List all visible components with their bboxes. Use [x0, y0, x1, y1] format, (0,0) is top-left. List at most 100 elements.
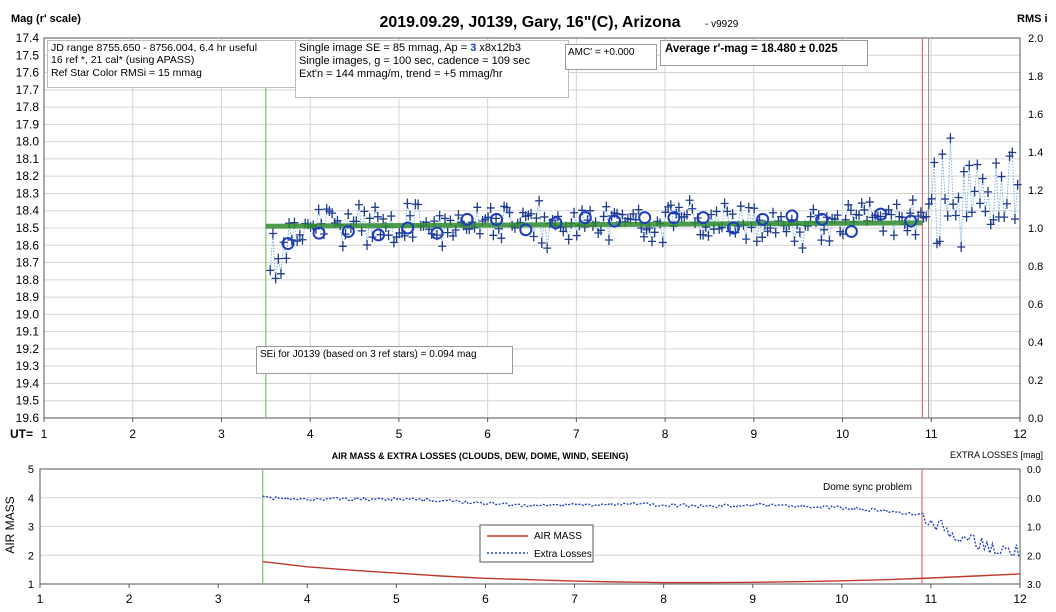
- single-image-point: [365, 213, 374, 224]
- bottom-x-tick-label: 9: [749, 592, 756, 606]
- single-image-point: [492, 213, 501, 224]
- single-image-point: [354, 199, 363, 210]
- single-image-point: [489, 230, 498, 241]
- single-image-point: [984, 186, 993, 197]
- y-tick-label: 18.6: [16, 238, 40, 252]
- single-image-point: [992, 158, 1001, 169]
- single-image-point: [742, 234, 751, 245]
- single-image-point: [927, 193, 936, 204]
- bottom-title: AIR MASS & EXTRA LOSSES (CLOUDS, DEW, DO…: [332, 451, 629, 461]
- single-image-point: [795, 227, 804, 238]
- x-axis-prefix: UT=: [10, 427, 33, 441]
- single-image-point: [930, 157, 939, 168]
- single-image-point: [403, 198, 412, 209]
- bottom-x-tick-label: 7: [571, 592, 578, 606]
- single-image-point: [543, 243, 552, 254]
- single-image-point: [443, 227, 452, 238]
- trend-line: [265, 220, 923, 229]
- single-image-box: Single image SE = 85 mmag, Ap = 3 x8x12b…: [295, 40, 569, 98]
- single-image-point: [268, 228, 277, 239]
- single-image-point: [298, 234, 307, 245]
- single-image-point: [387, 211, 396, 222]
- bottom-x-tick-label: 12: [1013, 592, 1027, 606]
- single-image-point: [938, 149, 947, 160]
- airmass-line: [262, 560, 1021, 584]
- y2-tick-label: 0.4: [1028, 337, 1043, 349]
- single-image-point: [535, 195, 544, 206]
- y-tick-label: 18.1: [16, 152, 40, 166]
- single-line-2: Single images, g = 100 sec, cadence = 10…: [299, 54, 531, 67]
- single-image-point: [277, 268, 286, 279]
- bottom-y2-tick-label: 2.0: [1027, 551, 1041, 562]
- y2-tick-label: 0.6: [1028, 299, 1043, 311]
- single-image-point: [486, 202, 495, 213]
- y-tick-label: 19.4: [16, 376, 40, 390]
- single-image-point: [682, 209, 691, 220]
- single-image-point: [712, 206, 721, 217]
- y-tick-label: 18.3: [16, 186, 40, 200]
- x-tick-label: 9: [750, 427, 757, 441]
- y-tick-label: 18.5: [16, 221, 40, 235]
- single-image-point: [825, 235, 834, 246]
- single-image-point: [572, 230, 581, 241]
- bottom-y-tick-label: 3: [28, 522, 34, 534]
- single-image-point: [570, 207, 579, 218]
- y-tick-label: 17.4: [16, 31, 40, 45]
- y-tick-label: 18.8: [16, 273, 40, 287]
- y2-tick-label: 1.4: [1028, 147, 1043, 159]
- single-image-point: [771, 227, 780, 238]
- single-image-point: [935, 236, 944, 247]
- jd-line-3: Ref Star Color RMSi = 15 mmag: [51, 66, 202, 79]
- bottom-x-tick-label: 1: [37, 592, 44, 606]
- single-image-point: [941, 194, 950, 205]
- single-image-point: [978, 173, 987, 184]
- single-image-point: [384, 230, 393, 241]
- x-tick-label: 6: [484, 427, 491, 441]
- single-image-point: [371, 202, 380, 213]
- single-image-point: [844, 199, 853, 210]
- single-image-point: [406, 210, 415, 221]
- y2-tick-label: 0.0: [1028, 413, 1043, 425]
- single-image-point: [629, 208, 638, 219]
- single-image-point: [338, 241, 347, 252]
- binned-point: [401, 221, 415, 235]
- y-tick-label: 18.7: [16, 256, 40, 270]
- single-image-point: [989, 214, 998, 225]
- main-title: 2019.09.29, J0139, Gary, 16"(C), Arizona: [379, 14, 680, 31]
- bottom-y-tick-label: 2: [28, 550, 34, 562]
- single-image-point: [857, 198, 866, 209]
- x-tick-label: 11: [925, 427, 938, 441]
- single-image-point: [879, 226, 888, 237]
- single-image-point: [833, 210, 842, 221]
- top-plot-frame: [43, 37, 1021, 419]
- single-image-point: [768, 207, 777, 218]
- single-image-point: [777, 211, 786, 222]
- single-image-point: [1008, 147, 1017, 158]
- single-image-point: [328, 208, 337, 219]
- single-image-point: [674, 202, 683, 213]
- single-image-point: [502, 202, 511, 213]
- bottom-x-tick-label: 2: [126, 592, 133, 606]
- y-tick-label: 19.5: [16, 394, 40, 408]
- single-image-point: [363, 239, 372, 250]
- single-post: x8x12b3: [476, 42, 521, 54]
- average-mag-box: Average r'-mag = 18.480 ± 0.025: [660, 40, 868, 66]
- single-image-point: [965, 160, 974, 171]
- single-image-point: [639, 231, 648, 242]
- bottom-y2-tick-label: 0.0: [1027, 465, 1041, 476]
- y-tick-label: 19.2: [16, 342, 40, 356]
- bottom-y-tick-label: 4: [28, 493, 34, 505]
- single-image-point: [916, 207, 925, 218]
- single-image-point: [798, 243, 807, 253]
- y-tick-label: 18.4: [16, 204, 40, 218]
- single-image-point: [414, 199, 423, 210]
- single-image-point: [887, 209, 896, 220]
- single-image-point: [957, 241, 966, 252]
- single-image-point: [973, 159, 982, 170]
- bottom-y-tick-label: 1: [28, 579, 34, 591]
- y-tick-label: 19.0: [16, 307, 40, 321]
- y2-tick-label: 1.2: [1028, 185, 1043, 197]
- single-image-point: [532, 213, 541, 224]
- y2-tick-label: 1.8: [1028, 71, 1043, 83]
